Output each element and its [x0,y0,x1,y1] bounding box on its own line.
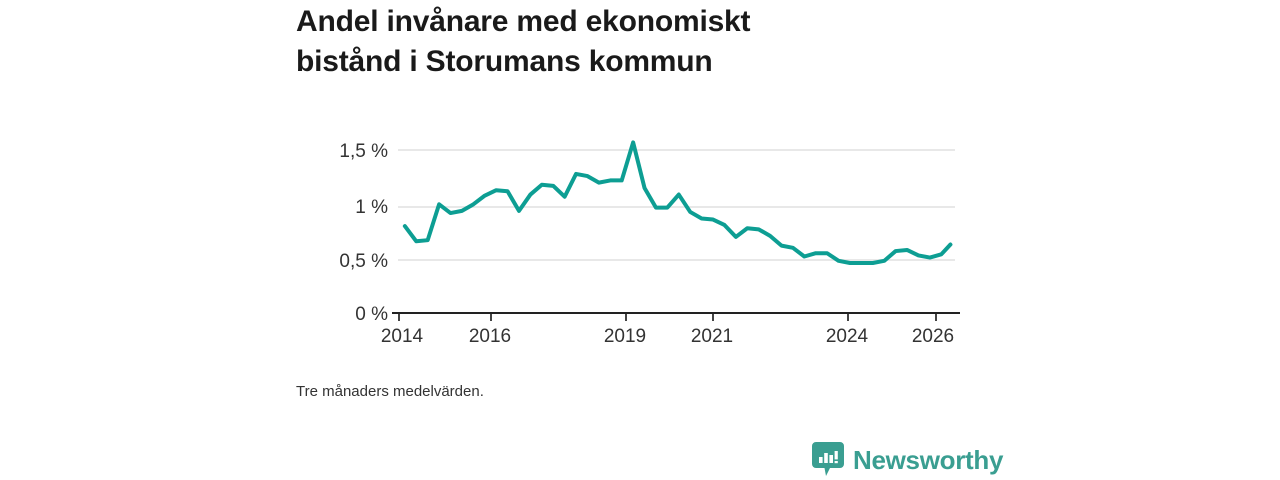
newsworthy-logo: Newsworthy [812,442,1003,478]
plot-area [398,137,955,313]
x-tick-mark-2019 [625,314,627,321]
y-tick-label-0: 0 % [355,304,388,325]
x-axis-line [392,312,960,314]
y-tick-label-1_5: 1,5 % [339,141,388,162]
y-tick-label-0_5: 0,5 % [339,251,388,272]
x-tick-mark-2014 [398,314,400,321]
data-series-line [402,140,953,266]
x-tick-label-2019: 2019 [603,326,647,347]
x-tick-label-2014: 2014 [380,326,424,347]
y-tick-label-1: 1 % [355,197,388,218]
chart-caption: Tre månaders medelvärden. [296,383,484,400]
page-title: Andel invånare med ekonomiskt bistånd i … [296,5,751,78]
x-tick-mark-2021 [712,314,714,321]
x-tick-mark-2024 [847,314,849,321]
x-tick-label-2026: 2026 [911,326,955,347]
x-tick-mark-2026 [935,314,937,321]
logo-wordmark: Newsworthy [853,445,1004,475]
gridlines [398,149,955,261]
x-tick-label-2021: 2021 [690,326,734,347]
x-tick-label-2016: 2016 [468,326,512,347]
x-tick-mark-2016 [490,314,492,321]
y-axis: 1,5 % 1 % 0,5 % 0 % [300,130,388,330]
x-tick-label-2024: 2024 [825,326,869,347]
newsworthy-bubble-bars-icon [812,442,844,476]
